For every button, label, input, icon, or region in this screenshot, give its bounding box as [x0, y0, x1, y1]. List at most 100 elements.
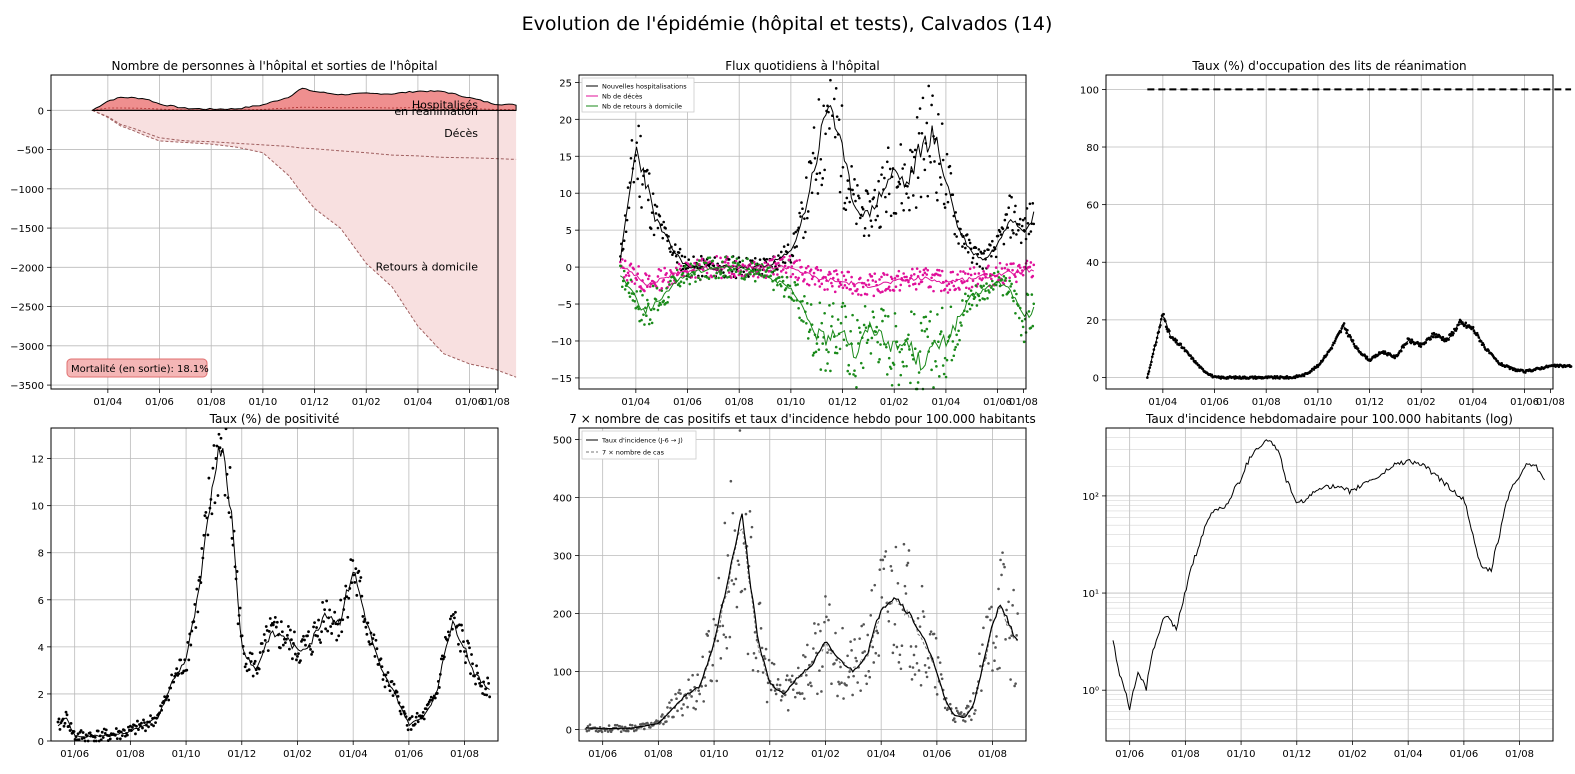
- deces-dot: [994, 266, 998, 269]
- retours-dot: [744, 275, 747, 279]
- retours-dot: [870, 336, 874, 340]
- cases-dot: [996, 667, 999, 671]
- positivite-dot: [135, 724, 138, 728]
- new-hosp-dot: [901, 167, 904, 170]
- retours-dot: [667, 295, 670, 299]
- retours-dot: [936, 313, 939, 316]
- legend: Taux d'incidence (J-6 → J)7 × nombre de …: [581, 430, 697, 460]
- new-hosp-dot: [626, 186, 630, 189]
- positivite-dot: [386, 671, 390, 674]
- cases-dot: [916, 616, 920, 620]
- positivite-dot: [347, 596, 351, 600]
- new-hosp-dot: [888, 167, 892, 171]
- positivite-dot: [486, 676, 490, 680]
- new-hosp-dot: [678, 247, 682, 251]
- positivite-dot: [93, 735, 97, 739]
- new-hosp-dot: [927, 84, 931, 88]
- new-hosp-dot: [941, 158, 945, 162]
- positivite-dot: [341, 618, 345, 622]
- positivite-dot: [416, 720, 420, 724]
- deces-dot: [874, 280, 878, 283]
- new-hosp-dot: [687, 258, 691, 261]
- cases-dot: [807, 683, 810, 686]
- new-hosp-dot: [1032, 222, 1036, 226]
- retours-dot: [836, 318, 840, 321]
- new-hosp-dot: [832, 97, 836, 101]
- y-tick-label: 400: [553, 494, 572, 505]
- cases-dot: [903, 584, 907, 588]
- positivite-dot: [424, 707, 428, 711]
- deces-dot: [949, 270, 953, 274]
- cases-dot: [910, 678, 914, 681]
- cases-dot: [862, 623, 865, 626]
- cases-dot: [717, 576, 721, 580]
- cases-dot: [1011, 604, 1014, 607]
- new-hosp-dot: [737, 256, 741, 259]
- retours-dot: [967, 302, 971, 306]
- cases-dot: [783, 693, 787, 697]
- cases-dot: [879, 558, 883, 562]
- positivite-dot: [414, 715, 418, 719]
- positivite-dot: [76, 732, 80, 736]
- deces-dot: [837, 285, 841, 288]
- new-hosp-dot: [779, 250, 783, 254]
- cases-dot: [628, 723, 632, 727]
- deces-dot: [768, 259, 772, 262]
- x-tick-label: 01/12: [1355, 397, 1384, 408]
- new-hosp-dot: [783, 261, 787, 265]
- retours-dot: [784, 287, 788, 290]
- retours-dot: [964, 292, 967, 296]
- cases-dot: [1008, 636, 1011, 640]
- axes-frame: [50, 74, 499, 390]
- retours-dot: [652, 307, 656, 311]
- new-hosp-dot: [874, 218, 878, 222]
- deces-dot: [836, 278, 840, 281]
- positivite-dot: [96, 729, 100, 733]
- positivite-dot: [450, 614, 453, 618]
- deces-dot: [779, 270, 783, 273]
- retours-dot: [828, 304, 831, 307]
- deces-dot: [897, 269, 901, 273]
- new-hosp-dot: [742, 270, 745, 274]
- new-hosp-dot: [877, 179, 880, 183]
- new-hosp-dot: [794, 230, 798, 234]
- positivite-dot: [345, 595, 349, 599]
- new-hosp-dot: [661, 236, 665, 240]
- cases-dot: [870, 589, 874, 592]
- new-hosp-dot: [900, 201, 904, 205]
- deces-dot: [643, 289, 646, 293]
- new-hosp-dot: [817, 98, 821, 101]
- retours-dot: [712, 274, 716, 278]
- positivite-dot: [409, 728, 413, 731]
- deces-dot: [978, 277, 982, 280]
- cases-dot: [789, 680, 793, 684]
- cases-dot: [872, 661, 876, 664]
- retours-dot: [666, 301, 669, 304]
- cases-dot: [936, 656, 940, 659]
- y-tick-label: 25: [559, 78, 572, 89]
- retours-dot: [844, 315, 848, 319]
- retours-dot: [990, 286, 993, 289]
- chart-title: Taux (%) de positivité: [209, 412, 340, 426]
- positivite-dot: [413, 722, 417, 726]
- cases-dot: [830, 682, 833, 686]
- positivite-dot: [273, 616, 277, 619]
- cases-dot: [814, 631, 817, 635]
- retours-dot: [857, 342, 860, 345]
- deces-dot: [1032, 263, 1036, 267]
- new-hosp-dot: [959, 227, 962, 231]
- retours-dot: [1014, 311, 1017, 315]
- retours-dot: [925, 327, 929, 331]
- deces-dot: [798, 258, 801, 262]
- retours-dot: [877, 360, 880, 364]
- deces-dot: [998, 261, 1002, 265]
- rea-dot: [1346, 328, 1349, 332]
- deces-dot: [1014, 275, 1017, 279]
- x-tick-label: 01/08: [1252, 397, 1281, 408]
- retours-area: [92, 110, 517, 378]
- retours-dot: [793, 281, 797, 284]
- deces-dot: [756, 275, 760, 279]
- cases-dot: [927, 666, 931, 669]
- positivite-dot: [202, 533, 206, 537]
- cases-dot: [806, 643, 809, 647]
